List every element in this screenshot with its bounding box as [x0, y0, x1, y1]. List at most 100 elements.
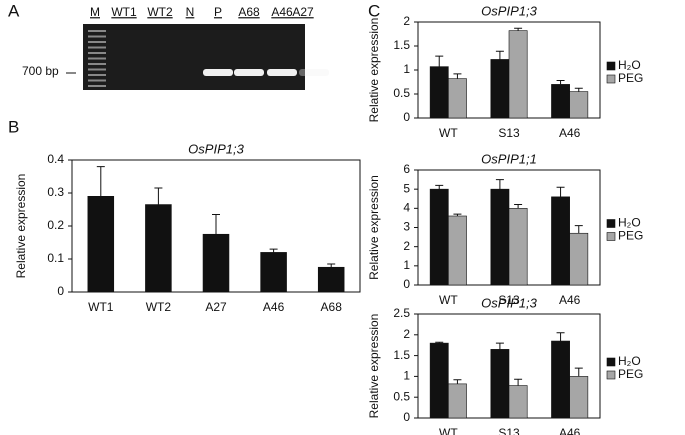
legend-swatch [606, 219, 616, 228]
legend-swatch [606, 61, 616, 71]
bar [551, 196, 570, 286]
bar [260, 252, 287, 293]
y-tick-label: 0 [403, 410, 410, 424]
error-bar [556, 80, 565, 85]
bar [87, 196, 115, 293]
error-bar [495, 179, 504, 190]
lane-label: WT2 [147, 5, 173, 19]
bar [569, 232, 589, 286]
bar [490, 349, 510, 419]
legend-label: PEG [618, 229, 643, 243]
bar [490, 188, 510, 286]
x-tick-label: A46 [263, 300, 285, 314]
error-bar [453, 213, 462, 216]
gel-band [267, 69, 297, 76]
ladder-band [88, 68, 106, 71]
ladder-band [88, 74, 106, 76]
bar [508, 30, 528, 119]
gel-band [203, 69, 233, 76]
error-bar [453, 379, 462, 384]
gel-image [83, 24, 305, 90]
legend-label: PEG [618, 367, 643, 381]
bar [508, 208, 528, 286]
error-bar [495, 342, 504, 350]
gel-band [299, 69, 329, 76]
error-bar [154, 187, 163, 205]
y-tick-label: 1.5 [393, 38, 410, 52]
gel-band [234, 69, 264, 76]
legend-swatch [606, 232, 616, 241]
x-tick-label: A46 [559, 126, 581, 140]
y-tick-label: 2.5 [393, 306, 410, 320]
lane-label: P [214, 5, 222, 19]
x-tick-label: A68 [321, 300, 343, 314]
error-bar [574, 87, 583, 92]
error-bar [435, 55, 444, 67]
y-tick-label: 0.2 [47, 218, 64, 232]
y-tick-label: 1 [403, 369, 410, 383]
error-bar [269, 248, 278, 253]
error-bar [212, 213, 220, 235]
y-tick-label: 0 [403, 277, 410, 291]
bar [429, 342, 449, 419]
y-tick-label: 2 [403, 14, 410, 28]
bar [429, 188, 449, 286]
x-tick-label: A46 [559, 293, 581, 307]
y-tick-label: 5 [403, 181, 410, 195]
legend-swatch [606, 370, 616, 380]
x-tick-label: WT [439, 426, 458, 435]
x-tick-label: S13 [498, 293, 520, 307]
x-tick-label: WT [439, 293, 458, 307]
y-axis-label: Relative expression [367, 18, 381, 123]
y-tick-label: 0.5 [393, 389, 410, 403]
ladder-band [88, 63, 106, 65]
x-tick-label: WT [439, 126, 458, 140]
x-tick-label: S13 [498, 426, 520, 435]
x-tick-label: A46 [559, 426, 581, 435]
y-tick-label: 1 [403, 258, 410, 272]
y-tick-label: 0 [403, 110, 410, 124]
error-bar [435, 184, 444, 190]
legend-label: H₂O [618, 354, 641, 368]
bar [569, 91, 589, 119]
bar [448, 78, 467, 119]
lane-label: WT1 [111, 5, 137, 19]
error-bar [514, 27, 523, 31]
lane-label: A68 [238, 5, 260, 19]
bar [551, 84, 570, 119]
error-bar [574, 225, 583, 234]
legend-label: H₂O [618, 216, 641, 230]
panel-letter: B [8, 117, 19, 136]
ladder-band [88, 79, 106, 82]
ladder-band [88, 35, 106, 38]
bar [551, 340, 570, 419]
x-tick-label: WT2 [146, 300, 172, 314]
bar [448, 383, 467, 419]
y-axis-label: Relative expression [367, 175, 381, 280]
lane-label: M [90, 5, 100, 19]
chart-title: OsPIP1;3 [481, 295, 537, 310]
lane-label: A46 [271, 5, 293, 19]
panel-letter: A [8, 1, 20, 20]
bar [317, 266, 345, 293]
ladder-band [88, 41, 106, 43]
bar [145, 204, 172, 293]
bar [508, 385, 528, 419]
legend-swatch [606, 74, 616, 84]
error-bar [556, 332, 565, 342]
y-tick-label: 6 [403, 162, 410, 176]
error-bar [435, 341, 444, 344]
bar [202, 233, 230, 293]
error-bar [327, 263, 336, 268]
x-tick-label: S13 [498, 126, 520, 140]
y-tick-label: 0.1 [47, 251, 64, 265]
bar [429, 66, 449, 119]
y-axis-label: Relative expression [14, 174, 28, 279]
y-tick-label: 0 [57, 284, 64, 298]
error-bar [495, 50, 504, 60]
x-tick-label: A27 [205, 300, 227, 314]
chart-title: OsPIP1;3 [188, 141, 244, 156]
lane-label: N [186, 5, 195, 19]
bar [490, 59, 510, 119]
legend-swatch [606, 357, 616, 367]
